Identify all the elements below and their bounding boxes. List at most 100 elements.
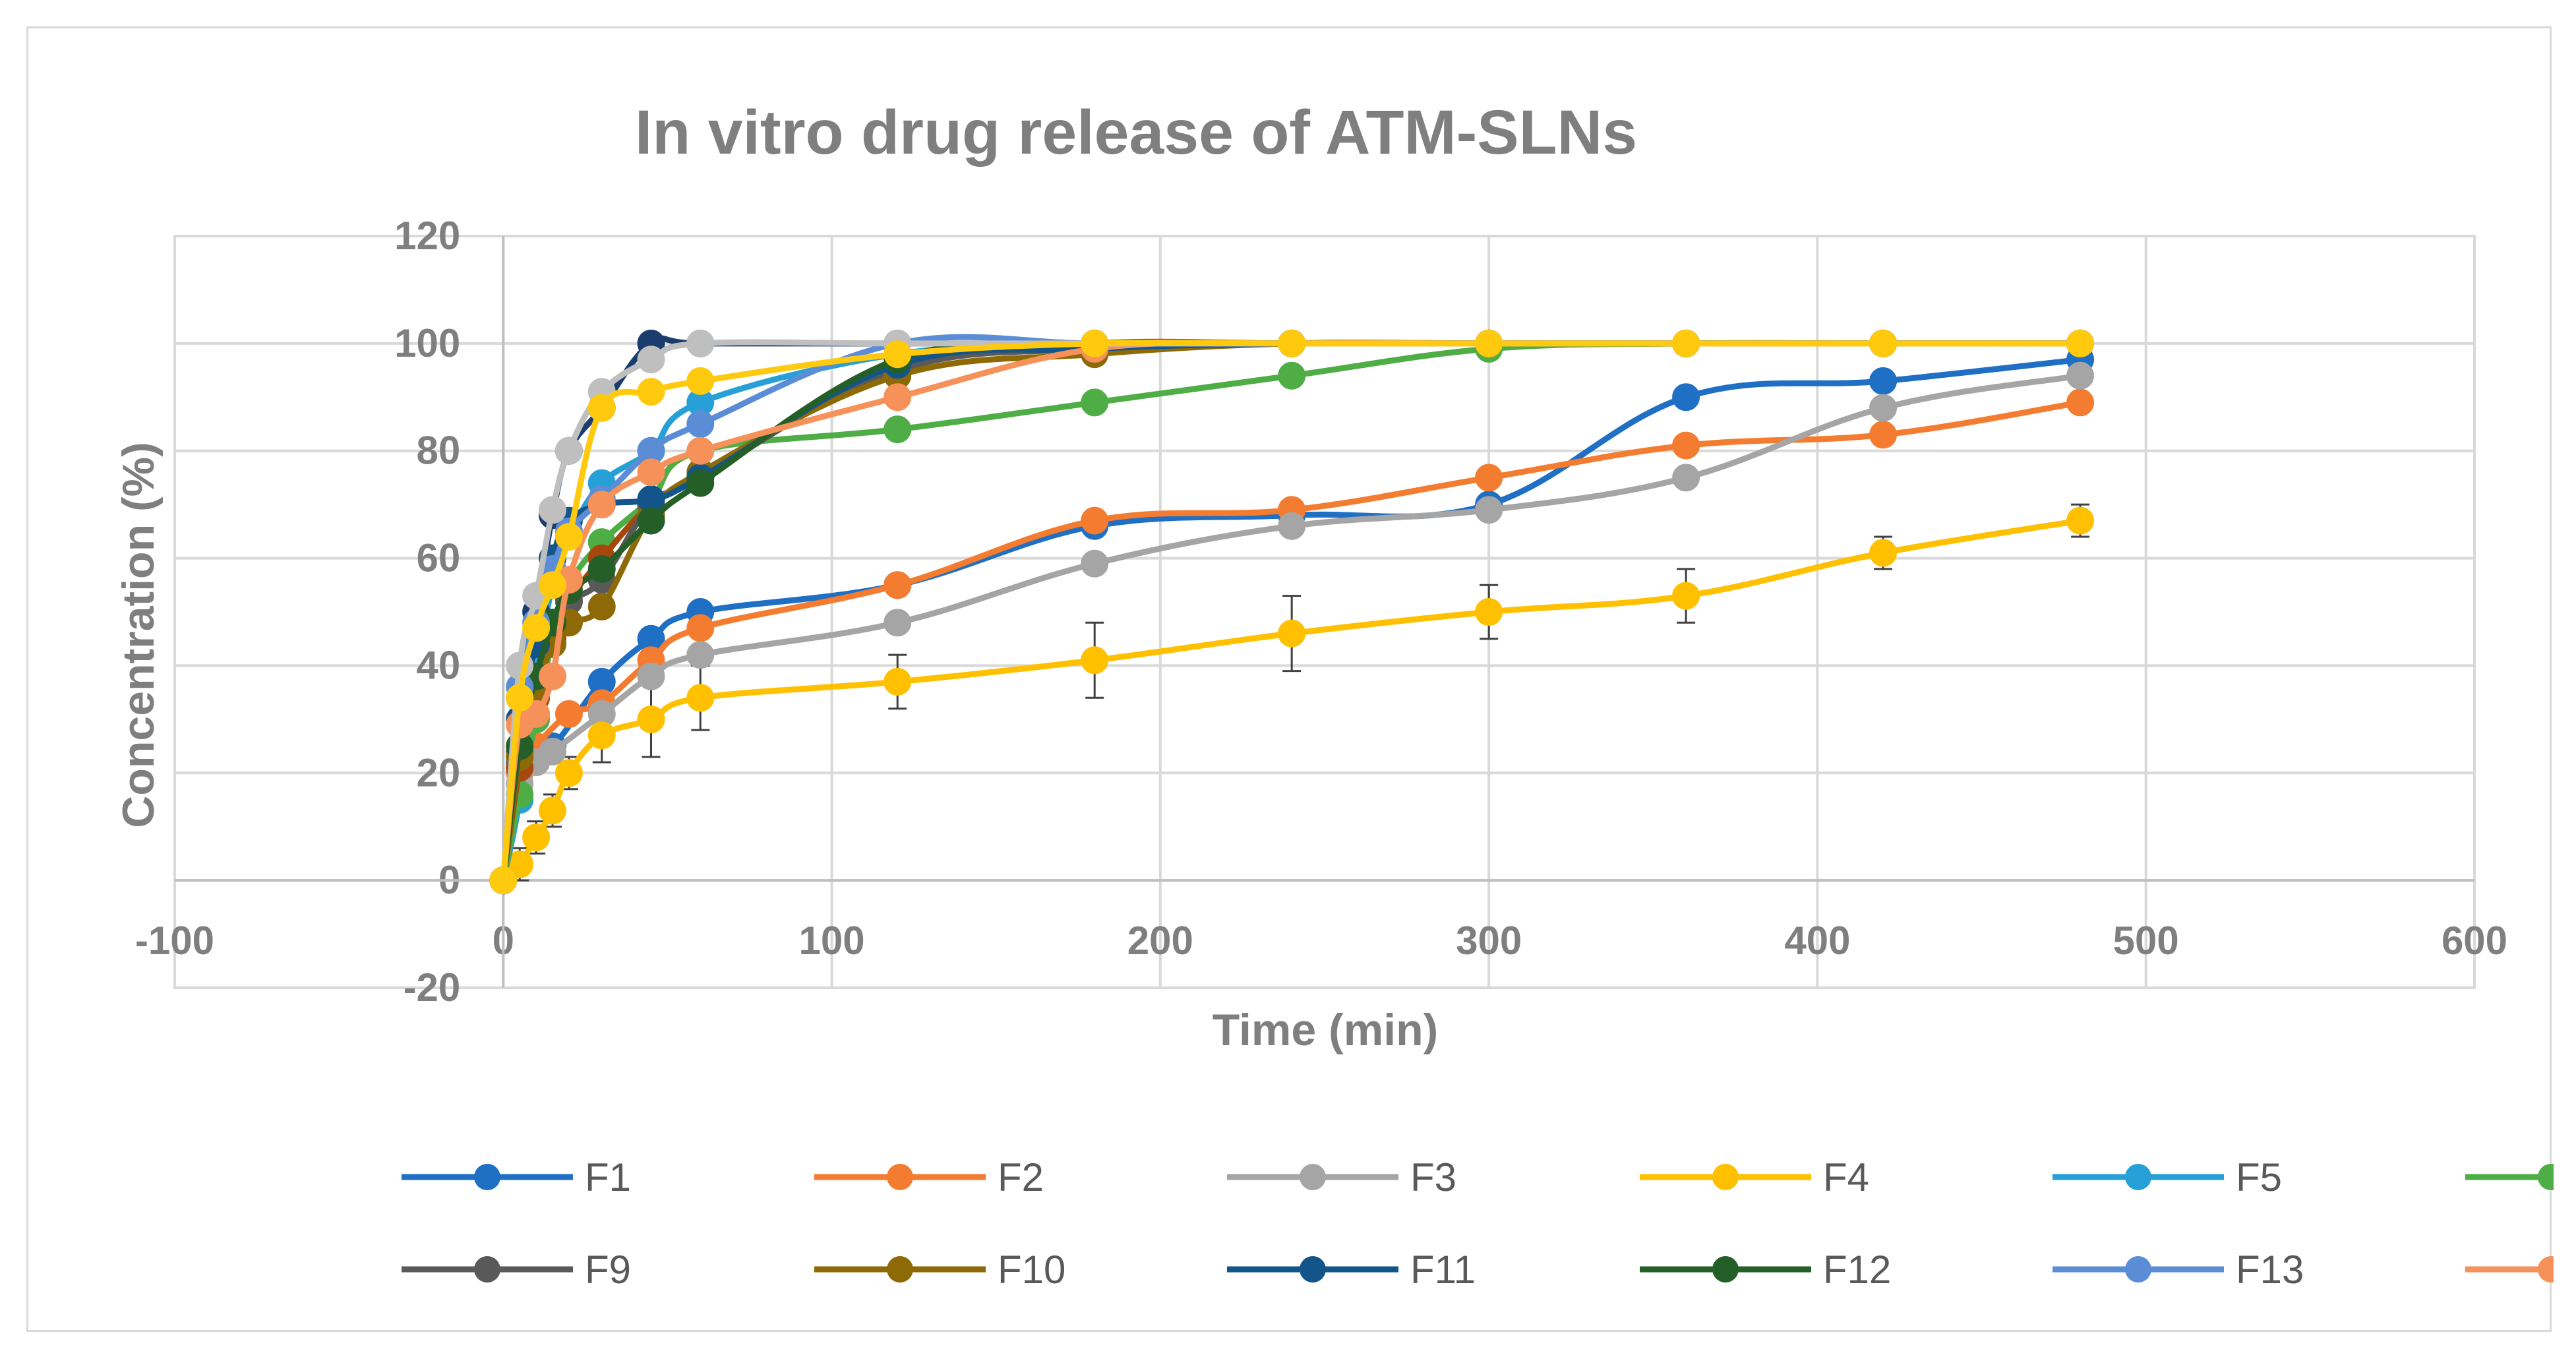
data-point-f16 <box>1869 329 1898 357</box>
data-point-f6 <box>1081 388 1109 417</box>
y-tick-label: 20 <box>417 750 461 795</box>
data-point-f12 <box>587 555 616 583</box>
legend-item-f2: F2 <box>814 1155 1044 1199</box>
legend-marker <box>2538 1164 2554 1190</box>
data-point-f12 <box>686 469 715 497</box>
legend-item-f9: F9 <box>402 1248 631 1292</box>
legend-marker <box>2125 1256 2151 1283</box>
x-tick-label: 100 <box>799 919 865 963</box>
legend-marker <box>887 1164 913 1190</box>
legend-marker <box>474 1256 500 1283</box>
legend-label: F12 <box>1823 1248 1891 1292</box>
x-tick-label: 500 <box>2113 919 2179 963</box>
data-point-f16 <box>506 684 534 712</box>
data-point-f14 <box>686 437 715 465</box>
legend-item-f4: F4 <box>1640 1155 1869 1199</box>
y-tick-label: 120 <box>394 214 460 258</box>
data-point-f15 <box>539 496 567 524</box>
data-point-f3 <box>1475 496 1503 524</box>
legend-label: F9 <box>585 1248 631 1292</box>
data-point-f16 <box>884 340 912 369</box>
x-tick-label: 200 <box>1127 919 1193 963</box>
data-point-f4 <box>1278 619 1306 648</box>
legend-item-f13: F13 <box>2052 1248 2304 1292</box>
data-point-f16 <box>686 367 715 395</box>
data-point-f3 <box>686 641 715 669</box>
legend-marker <box>1712 1256 1739 1283</box>
data-point-f4 <box>1081 646 1109 675</box>
data-point-f16 <box>1278 329 1306 357</box>
legend-marker <box>474 1164 500 1190</box>
series-f4 <box>489 506 2095 895</box>
data-point-f3 <box>2066 361 2095 390</box>
data-point-f14 <box>587 491 616 519</box>
data-point-f2 <box>1081 506 1109 535</box>
data-point-f14 <box>637 458 665 487</box>
series-layer <box>489 329 2095 895</box>
legend-label: F2 <box>998 1155 1044 1199</box>
legend-label: F3 <box>1410 1155 1456 1199</box>
data-point-f16 <box>489 866 518 895</box>
data-point-f15 <box>554 437 583 465</box>
legend-label: F10 <box>998 1248 1065 1292</box>
data-point-f12 <box>637 506 665 535</box>
legend-item-f6: F6 <box>2465 1164 2554 1190</box>
legend-label: F13 <box>2236 1248 2304 1292</box>
data-point-f6 <box>884 415 912 444</box>
legend-item-f12: F12 <box>1640 1248 1891 1292</box>
data-point-f2 <box>2066 388 2095 417</box>
chart-frame: In vitro drug release of ATM-SLNs -100 0 1… <box>26 26 2554 1332</box>
data-point-f4 <box>884 667 912 696</box>
y-tick-label: 100 <box>394 321 460 365</box>
legend-marker <box>887 1256 913 1283</box>
data-point-f4 <box>554 759 583 787</box>
y-tick-label: 40 <box>417 643 461 687</box>
y-axis-label: Concentration (%) <box>113 442 164 828</box>
legend-label: F11 <box>1410 1248 1476 1292</box>
legend-label: F4 <box>1823 1155 1869 1199</box>
data-point-f16 <box>2066 329 2095 357</box>
chart-svg: In vitro drug release of ATM-SLNs -100 0 1… <box>113 98 2554 1292</box>
data-point-f16 <box>554 523 583 551</box>
data-point-f6 <box>1278 361 1306 390</box>
data-point-f3 <box>1278 512 1306 540</box>
legend-item-f1: F1 <box>402 1155 631 1199</box>
data-point-f3 <box>884 609 912 637</box>
data-point-f3 <box>1869 394 1898 422</box>
data-point-f15 <box>637 346 665 374</box>
data-point-f16 <box>522 614 551 642</box>
data-point-f1 <box>1672 383 1700 411</box>
data-point-f4 <box>2066 506 2095 535</box>
legend-item-f3: F3 <box>1227 1155 1456 1199</box>
data-point-f4 <box>1672 582 1700 610</box>
data-point-f4 <box>686 684 715 712</box>
data-point-f2 <box>686 614 715 642</box>
y-tick-label: 60 <box>417 536 461 580</box>
data-point-f4 <box>539 797 567 825</box>
data-point-f2 <box>1672 431 1700 460</box>
series-f3 <box>489 361 2095 895</box>
data-point-f2 <box>1475 464 1503 492</box>
legend-label: F5 <box>2236 1155 2282 1199</box>
data-point-f13 <box>686 410 715 438</box>
legend-item-f10: F10 <box>814 1248 1065 1292</box>
data-point-f16 <box>1672 329 1700 357</box>
data-point-f14 <box>539 662 567 690</box>
x-axis-label: Time (min) <box>1213 1005 1439 1055</box>
data-point-f3 <box>637 662 665 690</box>
data-point-f4 <box>587 721 616 750</box>
legend-label: F1 <box>585 1155 631 1199</box>
data-point-f4 <box>637 705 665 733</box>
data-point-f16 <box>1475 329 1503 357</box>
legend-item-f5: F5 <box>2052 1155 2282 1199</box>
legend-item-f14: F14 <box>2465 1256 2554 1283</box>
data-point-f3 <box>539 737 567 766</box>
data-point-f4 <box>1475 598 1503 626</box>
legend-item-f11: F11 <box>1227 1248 1476 1292</box>
data-point-f10 <box>587 592 616 620</box>
data-point-f1 <box>1869 367 1898 395</box>
data-point-f15 <box>686 329 715 357</box>
data-point-f2 <box>884 571 912 599</box>
legend-marker <box>2125 1164 2151 1190</box>
legend-marker <box>1300 1256 1326 1283</box>
